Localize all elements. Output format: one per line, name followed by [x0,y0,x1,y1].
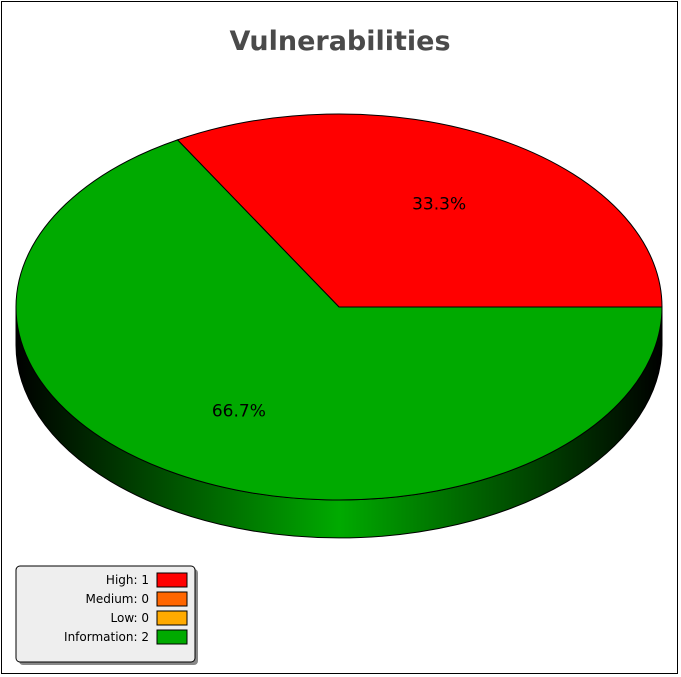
legend-label: High: 1 [106,573,149,587]
chart-title: Vulnerabilities [229,26,450,57]
legend-label: Medium: 0 [86,592,149,606]
pie-slice-information [15,139,663,501]
slice-label-information: 66.7% [212,402,266,422]
pie-slice-high [176,113,663,308]
slice-label-high: 33.3% [412,194,466,214]
legend-swatch [156,572,188,588]
legend: High: 1 Medium: 0 Low: 0 Information: 2 [15,565,198,665]
pie-group: 33.3% 66.7% [15,113,663,539]
legend-box [15,565,196,663]
legend-label: Information: 2 [64,630,149,644]
legend-label: Low: 0 [111,611,149,625]
legend-swatch [156,629,188,645]
legend-swatch [156,610,188,626]
legend-swatch [156,591,188,607]
